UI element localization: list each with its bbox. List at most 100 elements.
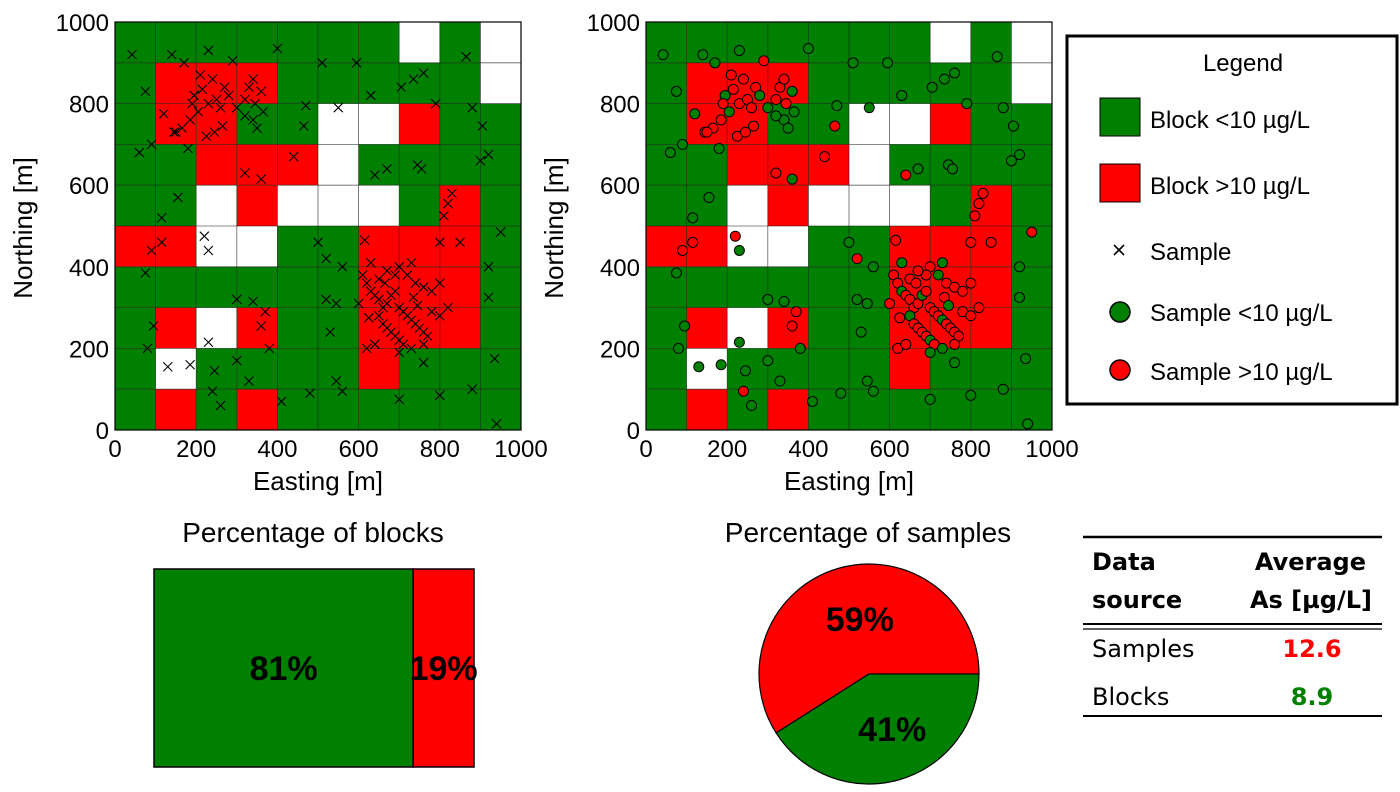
sample-cross-stroke	[418, 282, 429, 293]
sample-cross-stroke	[215, 400, 226, 411]
block-cell	[236, 348, 278, 390]
sample-cross	[148, 321, 159, 331]
sample-high	[715, 114, 727, 126]
sample-high	[677, 244, 689, 256]
block-cell	[480, 389, 521, 430]
y-tick-label: 600	[69, 173, 109, 200]
legend-label-block-high: Block >10 µg/L	[1150, 173, 1310, 200]
sample-cross	[422, 331, 433, 342]
sample-cross	[300, 100, 311, 111]
sample-low	[788, 106, 800, 118]
block-cell	[889, 389, 931, 430]
sample-cross-stroke	[179, 57, 189, 68]
sample-cross-stroke	[353, 298, 364, 309]
sample-cross	[240, 168, 250, 178]
sample-cross	[443, 302, 453, 313]
bar-segment-label: 19%	[410, 650, 478, 688]
block-cell	[318, 22, 359, 63]
sample-cross	[455, 237, 465, 248]
block-cell	[889, 144, 931, 186]
block-cell	[970, 307, 1012, 349]
sample-cross-stroke	[250, 98, 260, 109]
legend-label-sample-low: Sample <10 µg/L	[1150, 300, 1333, 327]
sample-cross-stroke	[203, 337, 214, 348]
block-cell	[155, 144, 197, 186]
ylabel-left: Northing [m]	[8, 157, 38, 299]
sample-cross-stroke	[380, 278, 390, 289]
sample-low	[762, 102, 774, 114]
sample-cross-stroke	[276, 396, 287, 407]
sample-high	[851, 253, 863, 265]
bar-segment-high	[412, 568, 475, 768]
sample-cross	[426, 286, 437, 297]
block-cell	[727, 144, 768, 186]
sample-cross	[361, 278, 372, 289]
sample-cross	[337, 261, 348, 272]
sample-cross	[418, 339, 429, 350]
sample-cross	[215, 102, 226, 113]
sample-cross-stroke	[369, 170, 380, 180]
block-cell	[970, 348, 1012, 390]
sample-cross-stroke	[140, 86, 151, 97]
sample-cross-stroke	[394, 347, 405, 358]
legend-label-block-low: Block <10 µg/L	[1150, 107, 1310, 134]
block-cell	[808, 62, 849, 104]
legend-circle-high	[1109, 359, 1131, 381]
y-tick-label: 800	[600, 92, 640, 119]
sample-cross-stroke	[300, 100, 311, 111]
sample-low	[713, 142, 725, 154]
block-cell	[236, 307, 278, 349]
pie-slice-label: 59%	[826, 601, 894, 639]
sample-cross-stroke	[166, 49, 177, 60]
sample-cross-stroke	[357, 270, 368, 280]
block-cell	[646, 389, 687, 430]
sample-cross	[256, 321, 267, 331]
block-cell	[358, 62, 400, 104]
sample-cross	[171, 127, 181, 138]
sample-cross-stroke	[337, 386, 348, 397]
bar-segment-low	[153, 568, 414, 768]
sample-cross	[134, 147, 145, 158]
sample-cross-stroke	[430, 98, 441, 109]
sample-cross-stroke	[207, 386, 218, 397]
y-tick-label: 200	[600, 336, 640, 363]
sample-cross	[410, 278, 421, 289]
sample-cross	[369, 170, 380, 180]
x-tick-label: 200	[707, 436, 747, 463]
sample-cross	[179, 57, 189, 68]
pie-slice-label: 41%	[858, 711, 926, 749]
sample-cross-stroke	[390, 286, 401, 297]
block-cell	[849, 22, 890, 63]
sample-cross-stroke	[382, 298, 392, 309]
sample-cross-stroke	[304, 388, 315, 399]
sample-high	[701, 126, 713, 138]
sample-cross-stroke	[321, 294, 332, 305]
sample-cross-stroke	[240, 110, 250, 121]
sample-cross-stroke	[317, 57, 327, 68]
sample-cross-stroke	[189, 90, 200, 101]
sample-cross-stroke	[434, 278, 445, 289]
table-row-samples-label: Samples	[1092, 635, 1195, 663]
sample-cross	[321, 294, 332, 305]
block-cell	[439, 348, 481, 390]
sample-high	[912, 265, 924, 277]
sample-cross	[288, 151, 299, 162]
sample-cross	[260, 306, 271, 317]
sample-cross-stroke	[248, 115, 258, 125]
sample-cross	[211, 94, 222, 105]
table-row-blocks-label: Blocks	[1092, 683, 1169, 711]
sample-cross-stroke	[374, 294, 384, 305]
sample-cross-stroke	[418, 68, 429, 78]
sample-cross	[361, 343, 372, 354]
sample-cross	[189, 90, 200, 101]
sample-high	[973, 302, 985, 314]
sample-cross-stroke	[183, 143, 193, 154]
sample-low	[670, 267, 682, 279]
sample-cross-stroke	[240, 94, 250, 105]
block-cell	[155, 62, 197, 104]
block-cell	[155, 103, 197, 145]
sample-high	[729, 230, 741, 242]
x-tick-label: 1000	[494, 436, 547, 463]
sample-high	[884, 298, 896, 310]
sample-cross-stroke	[412, 300, 423, 311]
